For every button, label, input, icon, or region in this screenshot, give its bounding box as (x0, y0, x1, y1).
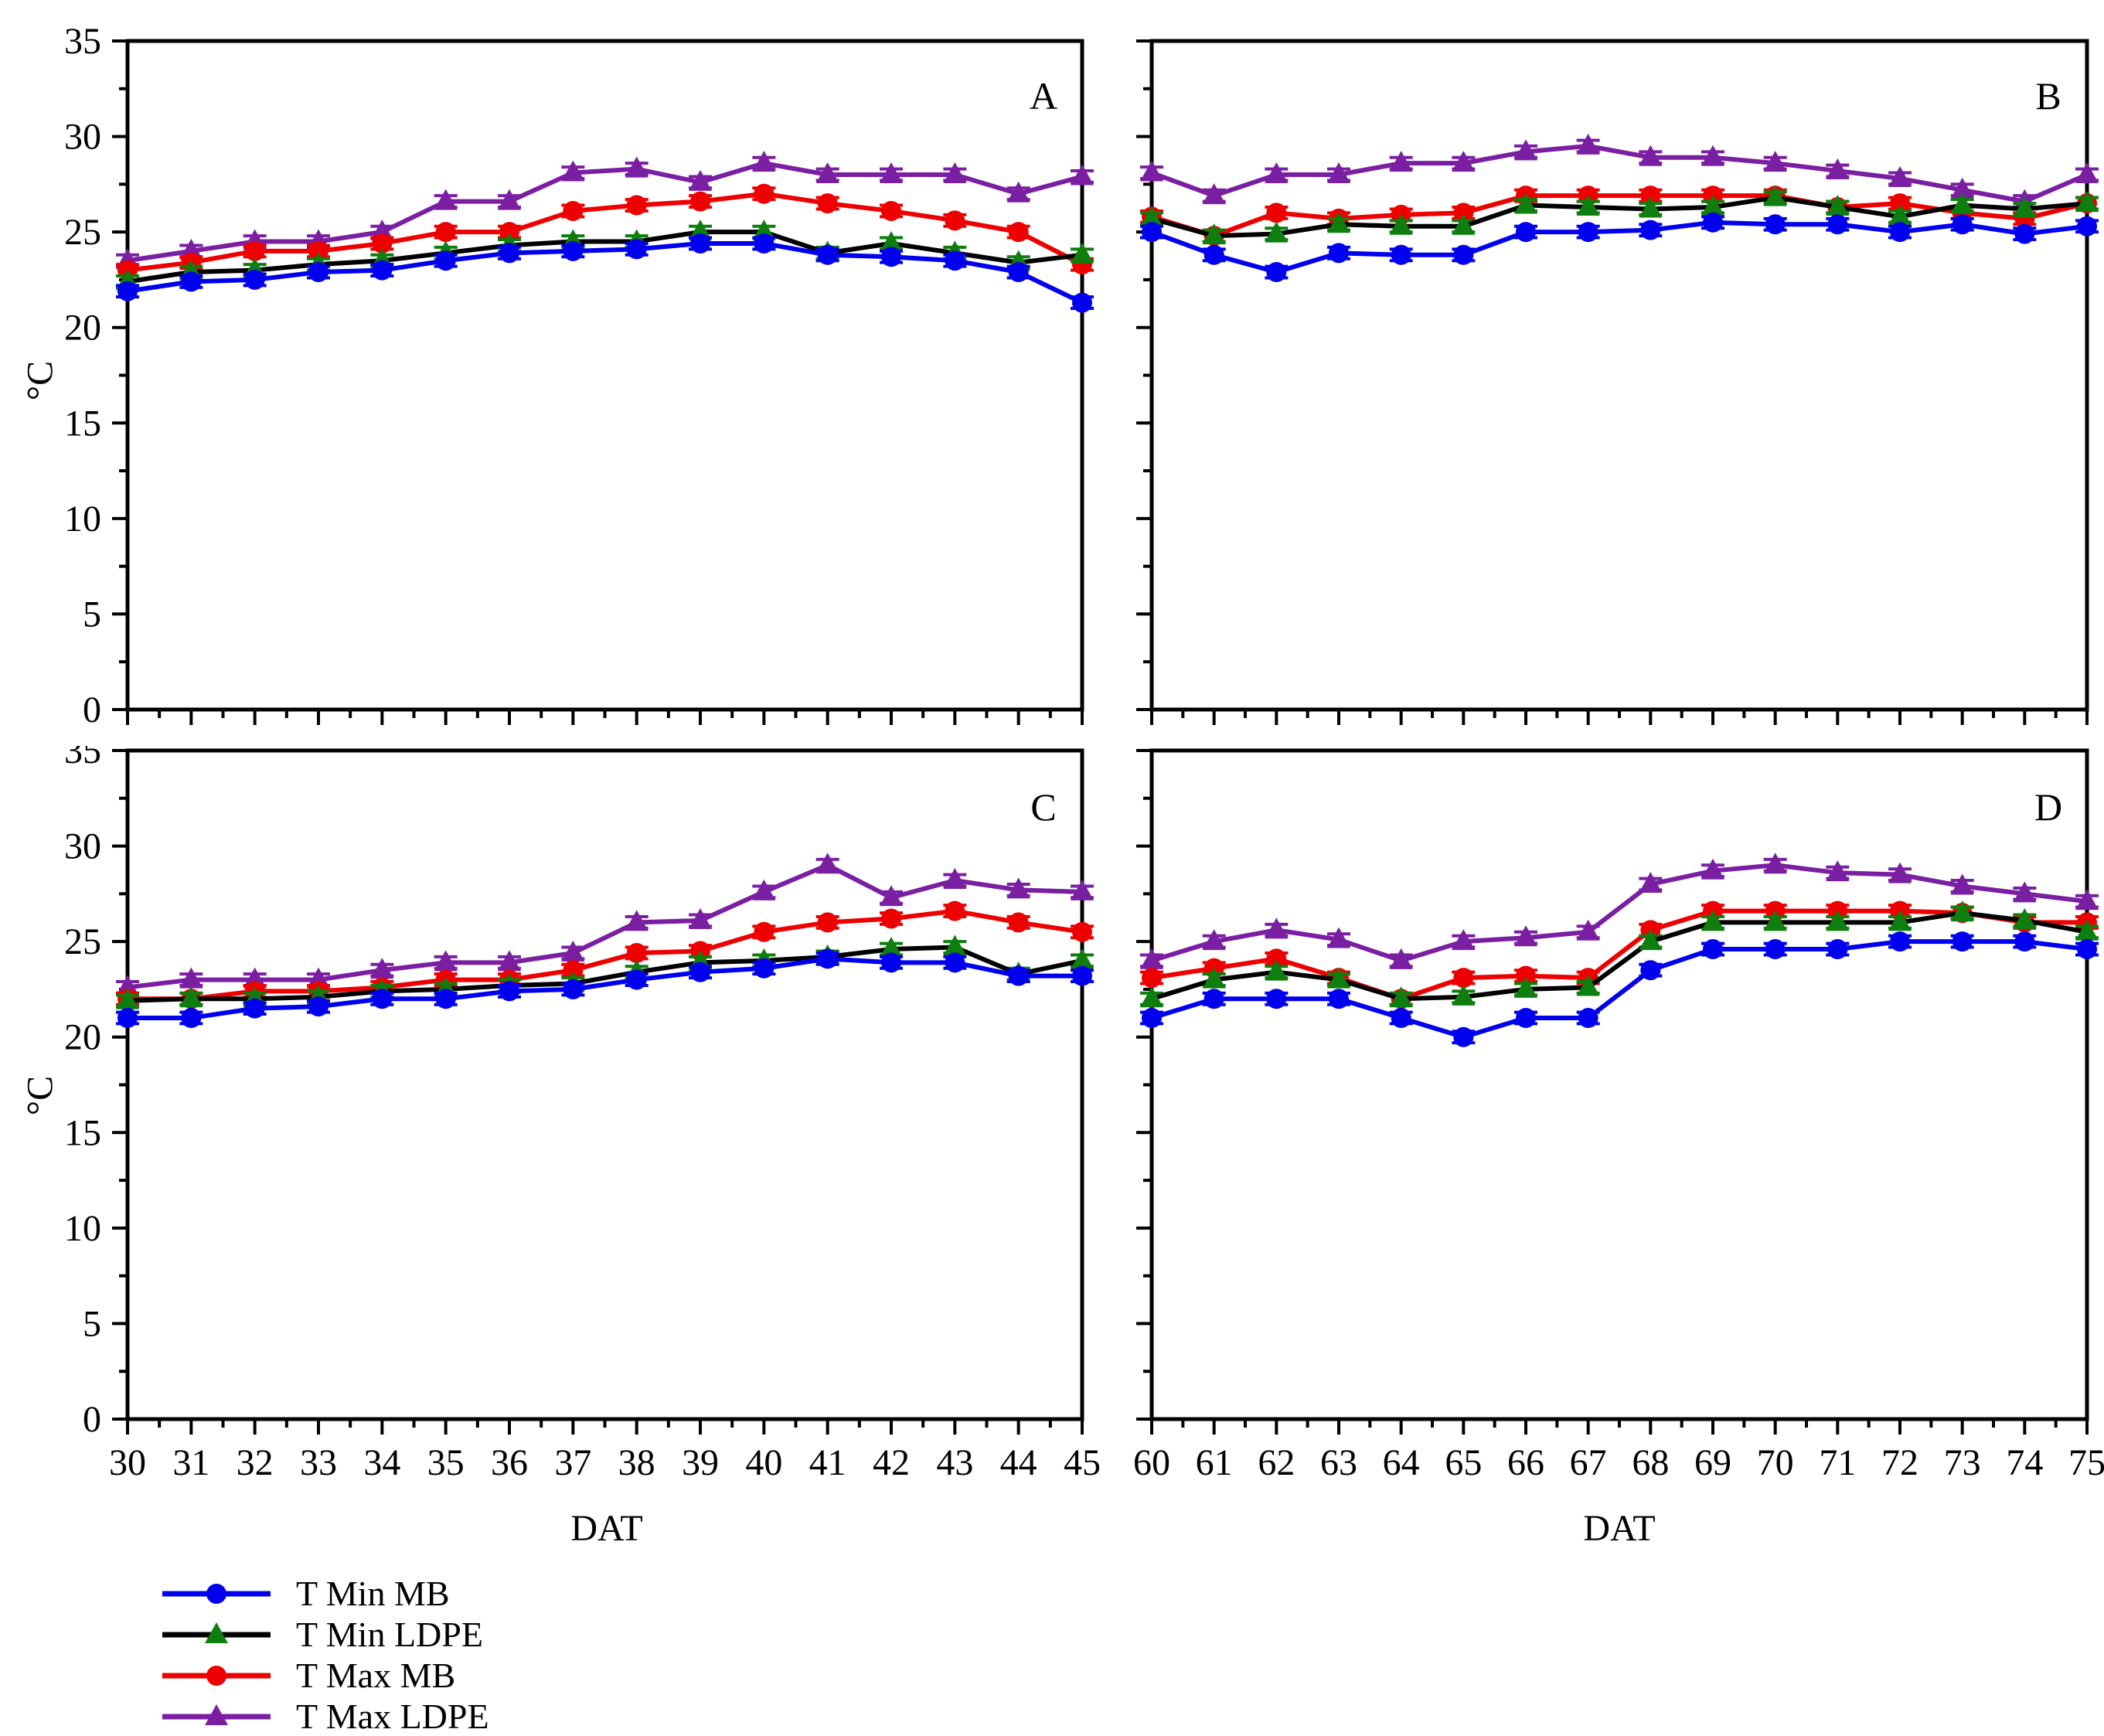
tmax-ldpe-line-marker-icon (162, 1704, 271, 1725)
svg-text:68: 68 (1632, 1442, 1669, 1483)
svg-text:37: 37 (554, 1442, 591, 1483)
svg-text:32: 32 (237, 1442, 274, 1483)
svg-text:10: 10 (64, 1208, 101, 1249)
legend-item-tmax-ldpe: T Max LDPE (158, 1696, 489, 1736)
tmax-mb-line-marker-icon (162, 1665, 271, 1686)
svg-text:74: 74 (2006, 1442, 2043, 1483)
svg-text:0: 0 (83, 1399, 101, 1440)
svg-text:25: 25 (64, 921, 101, 962)
svg-text:70: 70 (1757, 1442, 1794, 1483)
svg-text:10: 10 (64, 499, 101, 540)
panel-b-chart (1136, 39, 2099, 725)
legend: T Min MB T Min LDPE T Max MB T Max LDPE (158, 1573, 489, 1736)
svg-text:71: 71 (1819, 1442, 1856, 1483)
svg-text:62: 62 (1258, 1442, 1295, 1483)
svg-text:75: 75 (2068, 1442, 2104, 1483)
tmin-ldpe-line-marker-icon (162, 1622, 271, 1643)
legend-item-tmin-mb: T Min MB (158, 1573, 489, 1614)
panel-a-label: A (1029, 74, 1058, 117)
panel-b-label: B (2035, 74, 2061, 117)
legend-label: T Max LDPE (296, 1697, 489, 1736)
panel-c-label: C (1030, 785, 1057, 829)
svg-text:66: 66 (1507, 1442, 1544, 1483)
svg-text:33: 33 (300, 1442, 337, 1483)
svg-text:15: 15 (64, 1112, 101, 1153)
svg-text:41: 41 (809, 1442, 846, 1483)
svg-text:35: 35 (64, 21, 101, 62)
svg-text:30: 30 (64, 117, 101, 158)
svg-text:30: 30 (109, 1442, 146, 1483)
svg-text:72: 72 (1881, 1442, 1918, 1483)
svg-text:64: 64 (1383, 1442, 1420, 1483)
svg-text:45: 45 (1064, 1442, 1101, 1483)
svg-text:61: 61 (1196, 1442, 1233, 1483)
svg-text:42: 42 (873, 1442, 910, 1483)
svg-text:44: 44 (1000, 1442, 1037, 1483)
svg-text:15: 15 (64, 403, 101, 444)
legend-label: T Max MB (296, 1656, 456, 1695)
svg-text:31: 31 (172, 1442, 209, 1483)
legend-label: T Min LDPE (296, 1615, 483, 1654)
y-axis-title-bottom: °C (19, 1075, 61, 1116)
x-axis-title-right: DAT (1583, 1508, 1656, 1549)
svg-text:36: 36 (491, 1442, 528, 1483)
svg-text:43: 43 (936, 1442, 973, 1483)
tmin-mb-line-marker-icon (162, 1583, 271, 1604)
svg-text:38: 38 (618, 1442, 655, 1483)
svg-text:67: 67 (1570, 1442, 1607, 1483)
svg-text:39: 39 (682, 1442, 719, 1483)
panel-d-chart: 60 61 62 63 64 65 66 67 68 69 70 71 72 73 74 75 (1133, 748, 2104, 1483)
y-axis-title-top: °C (19, 360, 61, 401)
panel-d-label: D (2034, 785, 2063, 829)
svg-text:40: 40 (745, 1442, 782, 1483)
svg-text:60: 60 (1133, 1442, 1170, 1483)
svg-text:5: 5 (83, 1303, 101, 1344)
svg-text:73: 73 (1944, 1442, 1981, 1483)
svg-text:0: 0 (83, 689, 101, 730)
svg-text:20: 20 (64, 1017, 101, 1058)
svg-text:63: 63 (1320, 1442, 1357, 1483)
legend-item-tmax-mb: T Max MB (158, 1655, 489, 1696)
legend-item-tmin-ldpe: T Min LDPE (158, 1614, 489, 1655)
svg-text:69: 69 (1694, 1442, 1731, 1483)
svg-text:35: 35 (427, 1442, 465, 1483)
svg-text:35: 35 (64, 746, 101, 771)
svg-text:65: 65 (1445, 1442, 1482, 1483)
x-axis-title-left: DAT (570, 1508, 643, 1549)
panel-a-chart: 0 5 10 15 20 25 30 35 (64, 21, 1094, 730)
svg-text:30: 30 (64, 826, 101, 867)
svg-text:25: 25 (64, 212, 101, 253)
panel-c-chart: 0 5 10 15 20 25 30 35 30 31 32 33 34 35 36 37 38 39 40 41 42… (64, 746, 1101, 1483)
svg-text:5: 5 (83, 594, 101, 635)
svg-text:34: 34 (363, 1442, 400, 1483)
svg-text:20: 20 (64, 308, 101, 349)
legend-label: T Min MB (296, 1574, 450, 1613)
